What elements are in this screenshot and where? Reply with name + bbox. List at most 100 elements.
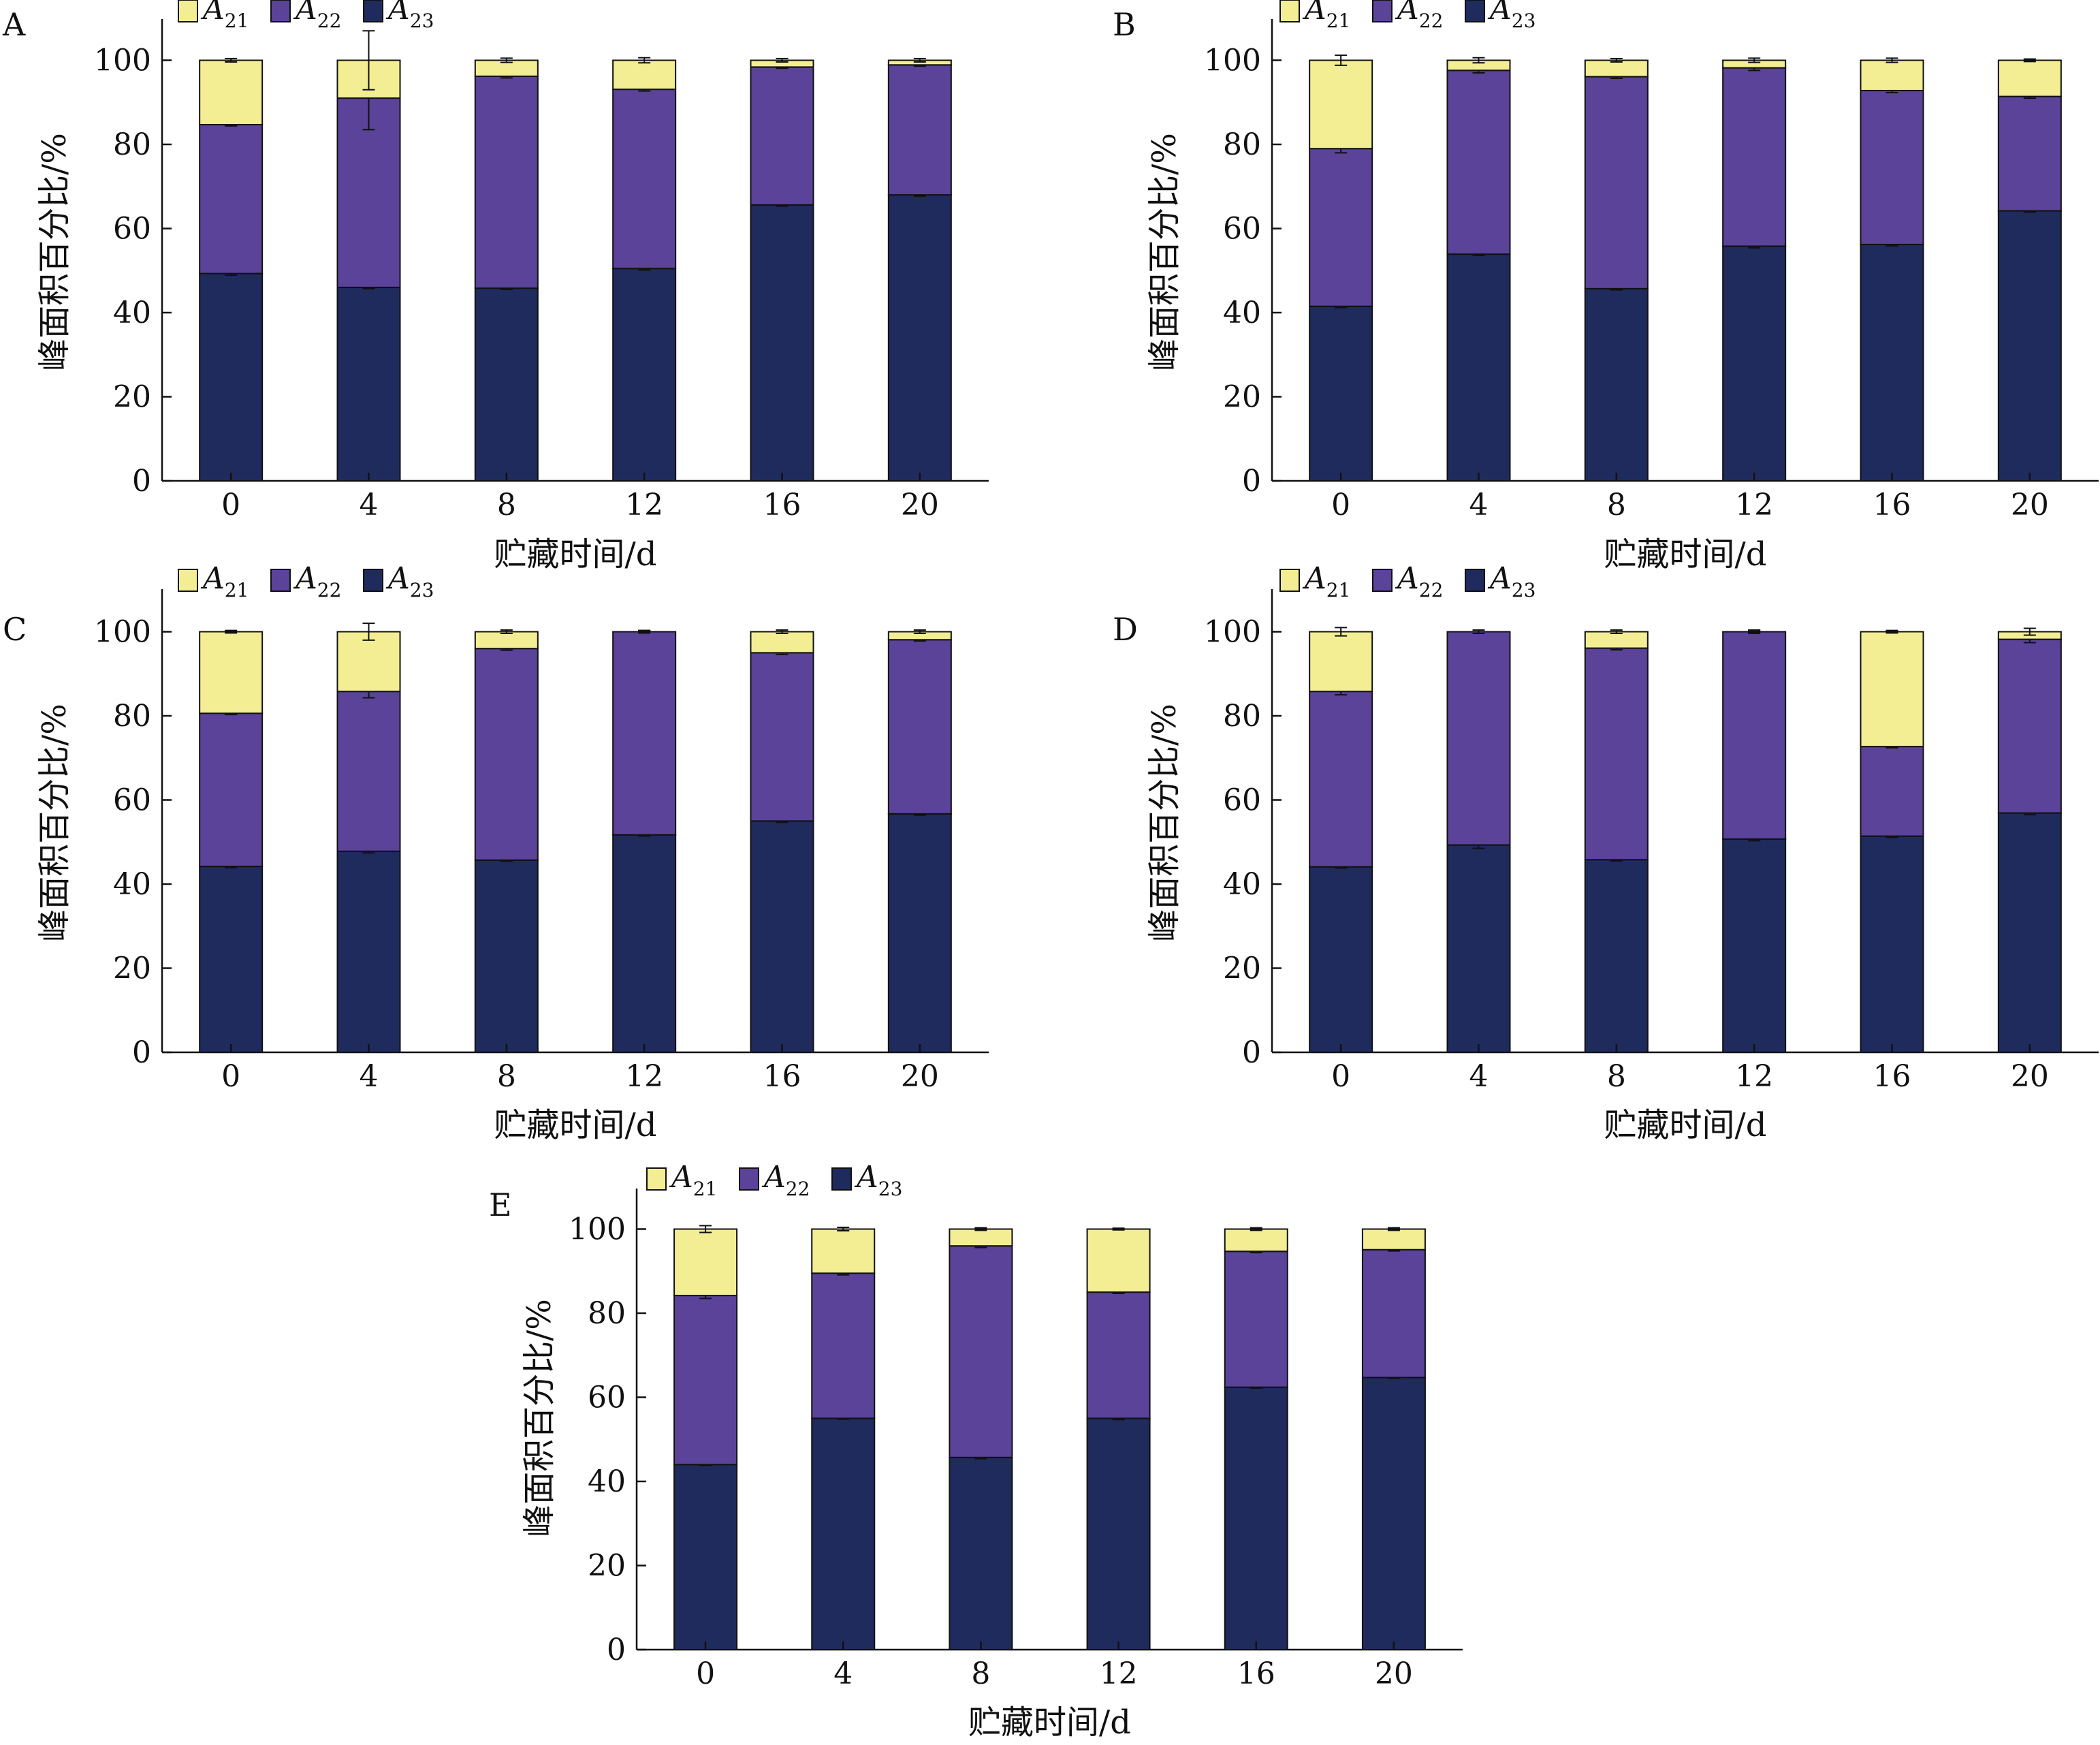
bar-a22 <box>887 639 952 815</box>
bar-a21 <box>1361 1228 1426 1251</box>
bar-a22 <box>1309 148 1373 307</box>
bar-a21 <box>1309 631 1373 693</box>
x-tick-label: 20 <box>1375 1656 1413 1691</box>
bar-a23 <box>811 1417 876 1650</box>
bar-a21 <box>336 631 401 693</box>
bar-a21 <box>474 631 539 650</box>
bar-a21 <box>1086 1228 1151 1293</box>
bar-a23 <box>199 866 264 1053</box>
bar-a22 <box>1997 95 2062 212</box>
y-tick-label: 100 <box>569 1212 626 1247</box>
x-tick-label: 16 <box>1237 1656 1275 1691</box>
legend-swatch <box>1465 0 1485 22</box>
bar-a22 <box>474 75 539 289</box>
bar-a21 <box>750 631 814 654</box>
bar-a22 <box>750 652 814 822</box>
x-tick-label: 12 <box>625 488 663 522</box>
x-tick-label: 12 <box>1100 1656 1138 1691</box>
bar-a22 <box>1224 1251 1288 1388</box>
legend-swatch <box>1372 0 1393 22</box>
bar-a21 <box>1584 59 1649 78</box>
panel-label: C <box>3 611 27 648</box>
x-tick-label: 20 <box>901 488 939 522</box>
y-tick-label: 100 <box>94 44 151 78</box>
y-axis-title: 峰面积百分比/% <box>1145 704 1183 942</box>
y-tick-label: 0 <box>1242 464 1261 499</box>
y-tick-label: 100 <box>1204 44 1261 78</box>
bar-a22 <box>1309 691 1373 868</box>
x-tick-label: 16 <box>1873 1059 1911 1094</box>
bar-a23 <box>1361 1377 1426 1651</box>
y-tick-label: 20 <box>1223 380 1261 415</box>
legend-swatch <box>178 0 198 22</box>
x-tick-label: 8 <box>1607 488 1626 522</box>
legend-label: A23 <box>1487 0 1536 32</box>
x-tick-label: 16 <box>763 488 801 522</box>
legend: A21 A22 A23 <box>1279 0 1536 32</box>
legend-swatch <box>270 0 291 22</box>
bar-a23 <box>474 287 539 482</box>
x-axis-title: 贮藏时间/d <box>1604 1106 1767 1144</box>
bar-a22 <box>612 89 677 270</box>
legend-swatch <box>1279 0 1300 22</box>
y-tick-label: 80 <box>113 127 151 162</box>
y-tick-label: 100 <box>1204 615 1261 650</box>
y-tick-label: 80 <box>1223 699 1261 734</box>
legend-label: A22 <box>761 1160 810 1200</box>
bar-a22 <box>199 712 264 868</box>
bar-a21 <box>1224 1228 1288 1253</box>
x-tick-label: 16 <box>1873 488 1911 522</box>
legend-label: A22 <box>293 0 341 32</box>
bar-a23 <box>1722 838 1787 1053</box>
y-tick-label: 0 <box>1242 1035 1261 1070</box>
x-tick-label: 0 <box>1331 488 1350 522</box>
bar-a22 <box>474 648 539 861</box>
legend-swatch <box>1279 569 1300 592</box>
legend: A21 A22 A23 <box>1279 561 1536 601</box>
bar-a21 <box>1584 631 1649 649</box>
bar-a21 <box>612 59 677 91</box>
panel-label: D <box>1113 611 1138 648</box>
bar-a23 <box>1584 859 1649 1054</box>
y-tick-label: 40 <box>588 1464 626 1499</box>
panel-label: B <box>1113 6 1136 43</box>
y-tick-label: 60 <box>113 212 151 247</box>
y-tick-label: 40 <box>1223 296 1261 330</box>
bar-a21 <box>1860 59 1924 91</box>
x-tick-label: 4 <box>1469 488 1489 522</box>
bar-a21 <box>673 1228 738 1297</box>
x-tick-label: 8 <box>497 1059 516 1094</box>
legend: A21 A22 A23 <box>646 1160 902 1200</box>
bar-a23 <box>750 204 814 482</box>
legend-swatch <box>739 1167 759 1191</box>
bar-a23 <box>1446 253 1511 482</box>
y-axis-title: 峰面积百分比/% <box>35 133 74 371</box>
y-tick-label: 80 <box>588 1296 626 1331</box>
bar-a23 <box>949 1456 1013 1650</box>
legend-label: A21 <box>669 1160 717 1200</box>
bar-a23 <box>673 1464 738 1651</box>
bar-a23 <box>336 286 401 482</box>
x-tick-label: 0 <box>696 1656 715 1691</box>
y-tick-label: 0 <box>132 464 151 499</box>
bar-a23 <box>1446 844 1511 1053</box>
bar-a21 <box>199 59 264 125</box>
bar-a23 <box>1997 210 2062 482</box>
bar-a23 <box>1584 287 1649 482</box>
legend-label: A22 <box>1395 0 1443 32</box>
x-tick-label: 8 <box>1607 1059 1626 1094</box>
y-tick-label: 100 <box>94 615 151 650</box>
bar-a23 <box>199 272 264 482</box>
x-tick-label: 4 <box>1469 1059 1489 1094</box>
x-axis-title: 贮藏时间/d <box>494 535 657 573</box>
y-tick-label: 40 <box>113 296 151 330</box>
bar-a21 <box>1860 631 1924 748</box>
x-axis-title: 贮藏时间/d <box>494 1106 657 1144</box>
legend-label: A23 <box>1487 561 1536 601</box>
legend-label: A23 <box>385 0 434 32</box>
bar-a23 <box>1309 305 1373 482</box>
bar-a23 <box>887 194 952 482</box>
bar-a22 <box>1860 746 1924 837</box>
